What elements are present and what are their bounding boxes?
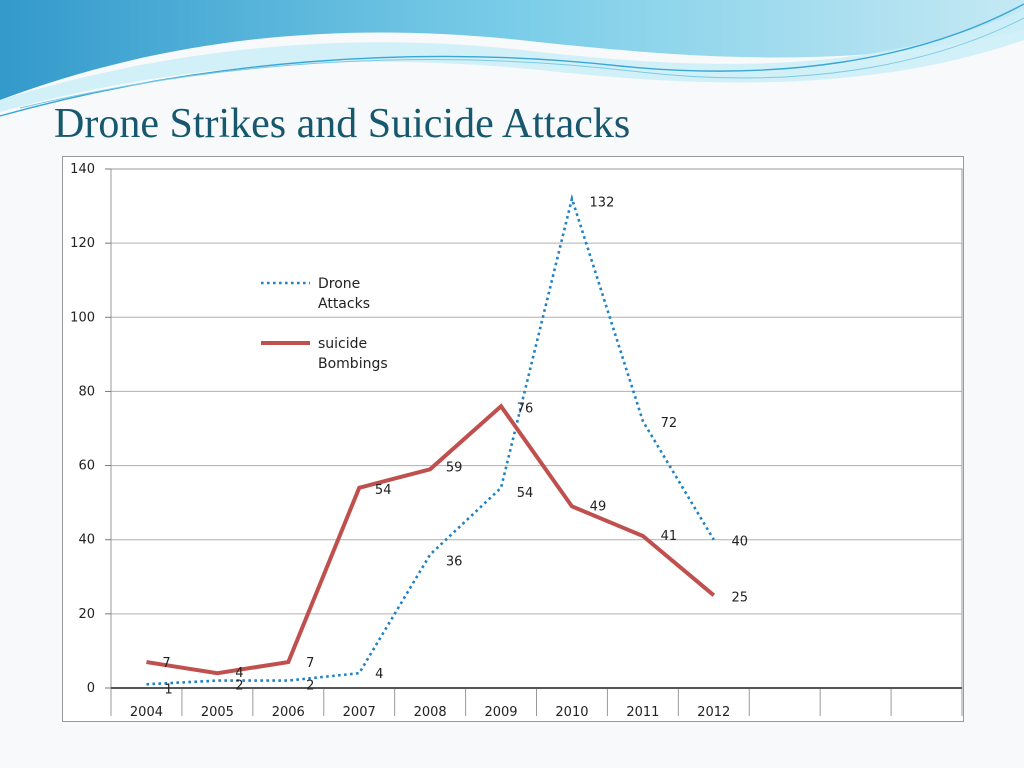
x-tick-label-2012: 2012 [697,705,730,720]
x-tick-label-2005: 2005 [201,705,234,720]
data-label-drone-2005: 2 [235,679,243,694]
x-tick-label-2006: 2006 [272,705,305,720]
data-label-suicide-2005: 4 [235,666,243,681]
y-tick-label-120: 120 [70,236,95,251]
slide-title: Drone Strikes and Suicide Attacks [54,101,631,147]
data-label-drone-2009: 54 [517,486,534,501]
y-tick-label-0: 0 [87,681,95,696]
y-tick-label-60: 60 [78,459,95,474]
legend-label-drone-attacks-line-2: Attacks [318,296,370,312]
chart-container: 0 20 40 60 80 100 120 140 2004 2005 2006 2007 2008 20… [62,156,964,722]
y-tick-label-20: 20 [78,607,95,622]
x-tick-label-2011: 2011 [626,705,659,720]
wave-band-top [0,0,1024,100]
data-label-drone-2011: 72 [661,416,678,431]
y-tick-label-80: 80 [78,384,95,399]
x-tick-label-2004: 2004 [130,705,163,720]
x-tick-label-2009: 2009 [484,705,517,720]
y-tick-label-100: 100 [70,310,95,325]
legend-label-suicide-bombings-line-1: suicide [318,336,367,352]
wave-line-2 [19,17,1024,109]
gridlines [111,242,962,615]
data-label-drone-2012: 40 [732,535,749,550]
data-label-drone-2006: 2 [306,679,314,694]
y-tick-label-40: 40 [78,533,95,548]
legend-label-suicide-bombings-line-2: Bombings [318,356,388,372]
legend-label-drone-attacks-line-1: Drone [318,276,360,292]
series-line-suicide-bombings [146,403,716,676]
x-tick-label-2008: 2008 [414,705,447,720]
data-label-suicide-2009: 76 [517,401,534,416]
x-tick-label-2007: 2007 [343,705,376,720]
data-label-suicide-2010: 49 [590,499,607,514]
data-label-suicide-2008: 59 [446,460,463,475]
data-label-drone-2004: 1 [164,682,172,697]
y-tick-label-140: 140 [70,162,95,177]
data-label-drone-2007: 4 [375,667,383,682]
x-tick-label-2010: 2010 [555,705,588,720]
data-label-drone-2008: 36 [446,555,463,570]
data-label-suicide-2007: 54 [375,483,392,498]
series [146,193,716,686]
data-label-suicide-2011: 41 [661,529,678,544]
data-label-suicide-2012: 25 [732,590,749,605]
data-label-suicide-2006: 7 [306,656,314,671]
legend: Drone Attacks suicide Bombings [261,276,388,372]
series-line-drone-attacks [146,193,715,686]
data-label-suicide-2004: 7 [162,656,170,671]
data-label-drone-2010: 132 [590,196,615,211]
